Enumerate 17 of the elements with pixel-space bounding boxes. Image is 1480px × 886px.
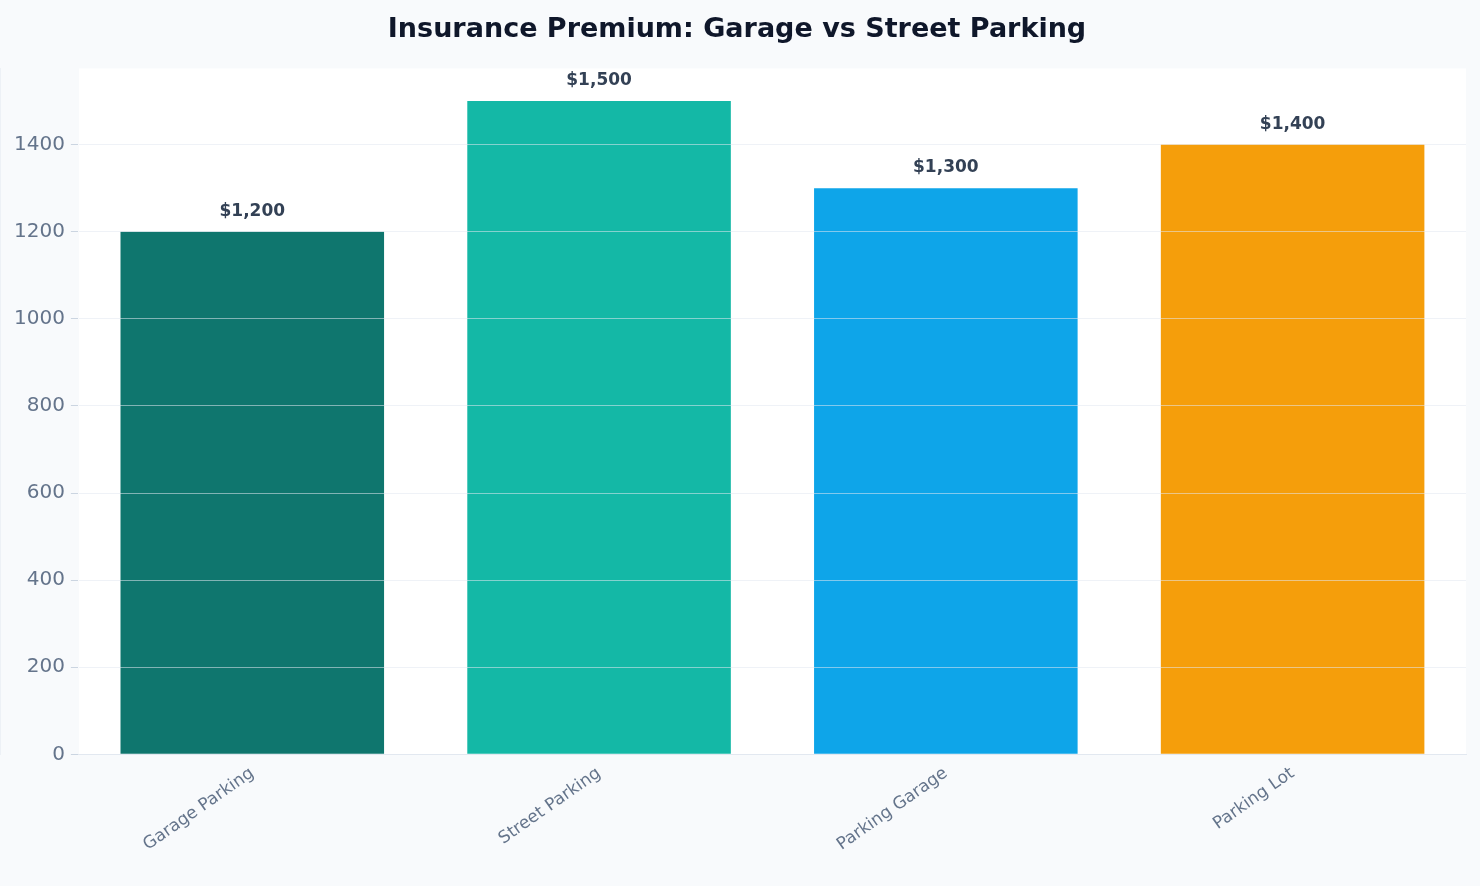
y-tick-label: 1200 xyxy=(13,217,65,242)
data-label: $1,500 xyxy=(566,68,633,89)
data-label: $1,400 xyxy=(1259,112,1326,133)
y-tick-label: 1000 xyxy=(13,305,65,330)
y-tick-label: 400 xyxy=(26,566,65,591)
bar xyxy=(1160,144,1425,754)
y-tick-label: 1400 xyxy=(13,130,65,155)
data-label: $1,300 xyxy=(913,156,979,177)
y-tick-label: 600 xyxy=(26,479,65,504)
y-tick-label: 800 xyxy=(26,392,65,417)
bar xyxy=(120,231,385,754)
bar xyxy=(814,188,1078,754)
y-tick-label: 0 xyxy=(52,740,65,765)
data-label: $1,200 xyxy=(219,199,286,220)
y-tick-label: 200 xyxy=(26,653,65,678)
chart-title: Insurance Premium: Garage vs Street Parking xyxy=(387,12,1087,44)
bar xyxy=(467,101,731,754)
